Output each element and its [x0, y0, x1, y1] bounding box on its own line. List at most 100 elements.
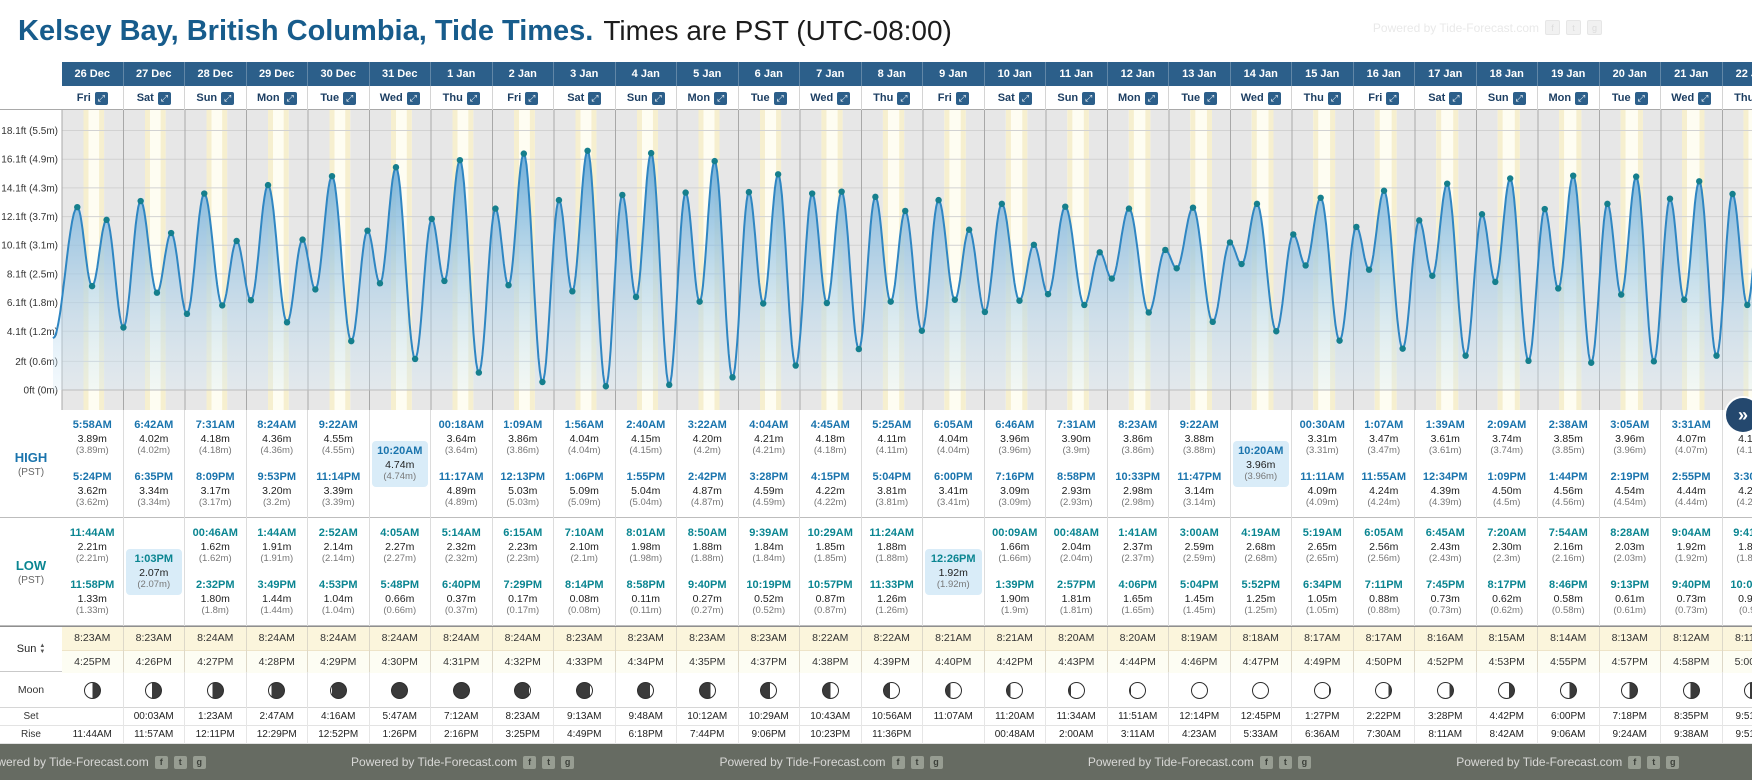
sun-cell: 8:24AM 4:31PM: [431, 627, 493, 673]
tide-time: 1:03PM: [134, 553, 174, 566]
tide-height-paren: (2.93m): [1059, 497, 1093, 509]
tide-height-paren: (4.5m): [1493, 497, 1521, 509]
expand-day-icon[interactable]: ⤢: [466, 91, 480, 105]
expand-day-icon[interactable]: ⤢: [1386, 91, 1400, 105]
expand-day-icon[interactable]: ⤢: [651, 91, 665, 105]
weekday-label: Thu: [1734, 92, 1752, 104]
sun-cell: 8:23AM 4:26PM: [123, 627, 185, 673]
expand-day-icon[interactable]: ⤢: [1698, 91, 1712, 105]
tide-event: 1:09AM 3.86m (3.86m): [493, 419, 554, 457]
tide-height-paren: (3.2m): [263, 497, 291, 509]
expand-day-icon[interactable]: ⤢: [283, 91, 297, 105]
facebook-icon[interactable]: f: [1545, 20, 1560, 35]
tide-height-paren: (4.87m): [690, 497, 724, 509]
tide-event: 1:56AM 4.04m (4.04m): [554, 419, 615, 457]
moon-cell: [1108, 672, 1169, 708]
google-icon[interactable]: g: [1666, 755, 1680, 769]
sunrise-time: 8:11AM: [1722, 627, 1752, 651]
facebook-icon[interactable]: f: [891, 755, 905, 769]
tide-height: 2.98m: [1123, 484, 1153, 497]
tide-time: 10:57PM: [807, 579, 853, 592]
moonset-time: 11:51AM: [1108, 708, 1169, 726]
weekday-label: Tue: [750, 92, 770, 104]
tide-height: 4.50m: [1492, 484, 1522, 497]
twitter-icon[interactable]: t: [173, 755, 187, 769]
tide-height: 3.96m: [1615, 432, 1645, 445]
tide-height-paren: (3.39m): [321, 497, 355, 509]
expand-day-icon[interactable]: ⤢: [837, 91, 851, 105]
tide-cell-high: 3:31AM 4.07m (4.07m) 2:55PM 4.44m (4.44m): [1661, 410, 1723, 518]
tide-height: 5.04m: [631, 484, 661, 497]
next-days-button[interactable]: »: [1724, 396, 1752, 434]
weekday-label: Wed: [379, 92, 403, 104]
sunset-time: 4:27PM: [185, 651, 246, 673]
expand-day-icon[interactable]: ⤢: [1082, 91, 1096, 105]
tide-height: 4.04m: [569, 432, 599, 445]
tide-time: 4:06PM: [1118, 579, 1158, 592]
tide-height-paren: (4.2m): [693, 445, 721, 457]
tide-time: 3:30PM: [1733, 471, 1752, 484]
expand-day-icon[interactable]: ⤢: [1204, 91, 1218, 105]
google-icon[interactable]: g: [1587, 20, 1602, 35]
moon-phase-icon: [1129, 681, 1147, 699]
tide-event: 8:01AM 1.98m (1.98m): [616, 527, 677, 565]
expand-day-icon[interactable]: ⤢: [1327, 91, 1341, 105]
expand-day-icon[interactable]: ⤢: [897, 91, 911, 105]
tide-time: 3:05AM: [1610, 419, 1650, 432]
facebook-icon[interactable]: f: [154, 755, 168, 769]
twitter-icon[interactable]: t: [1566, 20, 1581, 35]
expand-day-icon[interactable]: ⤢: [714, 91, 728, 105]
facebook-icon[interactable]: f: [1259, 755, 1273, 769]
expand-day-icon[interactable]: ⤢: [406, 91, 420, 105]
tide-height-paren: (2.16m): [1551, 553, 1585, 565]
google-icon[interactable]: g: [929, 755, 943, 769]
facebook-icon[interactable]: f: [523, 755, 537, 769]
tide-time: 8:09PM: [195, 471, 235, 484]
expand-day-icon[interactable]: ⤢: [1449, 91, 1463, 105]
expand-day-icon[interactable]: ⤢: [1267, 91, 1281, 105]
moonset-time: 2:22PM: [1354, 708, 1415, 726]
expand-day-icon[interactable]: ⤢: [343, 91, 357, 105]
weekday-gutter: [0, 86, 62, 109]
tide-height: 2.10m: [569, 540, 599, 553]
expand-day-icon[interactable]: ⤢: [1575, 91, 1589, 105]
moonrise-time: 00:48AM: [985, 726, 1046, 744]
tide-height-paren: (4.17m): [1736, 445, 1752, 457]
facebook-icon[interactable]: f: [1628, 755, 1642, 769]
google-icon[interactable]: g: [561, 755, 575, 769]
expand-day-icon[interactable]: ⤢: [525, 91, 539, 105]
moonset-time: 10:12AM: [677, 708, 739, 726]
twitter-icon[interactable]: t: [910, 755, 924, 769]
sun-cell: 8:22AM 4:38PM: [800, 627, 862, 673]
tide-cell-high: 1:56AM 4.04m (4.04m) 1:06PM 5.09m (5.09m): [554, 410, 616, 518]
tide-event: 5:25AM 4.11m (4.11m): [862, 419, 923, 457]
moonset-time: 12:14PM: [1169, 708, 1231, 726]
tide-height: 3.61m: [1430, 432, 1460, 445]
high-label: HIGH: [14, 449, 48, 465]
moon-cell: [1661, 672, 1723, 708]
moonset-time: 9:48AM: [616, 708, 677, 726]
google-icon[interactable]: g: [192, 755, 206, 769]
expand-day-icon[interactable]: ⤢: [221, 91, 235, 105]
expand-day-icon[interactable]: ⤢: [1144, 91, 1158, 105]
tide-height-paren: (4.74m): [383, 471, 417, 483]
expand-day-icon[interactable]: ⤢: [1634, 91, 1648, 105]
tide-cell-low: 00:48AM 2.04m (2.04m) 2:57PM 1.81m (1.81m): [1046, 518, 1108, 626]
twitter-icon[interactable]: t: [542, 755, 556, 769]
expand-day-icon[interactable]: ⤢: [588, 91, 602, 105]
tide-height: 4.09m: [1307, 484, 1337, 497]
moonset-time: 1:23AM: [185, 708, 247, 726]
expand-day-icon[interactable]: ⤢: [955, 91, 969, 105]
twitter-icon[interactable]: t: [1278, 755, 1292, 769]
moon-cell: [1723, 672, 1752, 708]
tide-time: 1:39AM: [1425, 419, 1465, 432]
expand-day-icon[interactable]: ⤢: [157, 91, 171, 105]
expand-day-icon[interactable]: ⤢: [1512, 91, 1526, 105]
expand-day-icon[interactable]: ⤢: [94, 91, 108, 105]
google-icon[interactable]: g: [1297, 755, 1311, 769]
expand-day-icon[interactable]: ⤢: [1018, 91, 1032, 105]
twitter-icon[interactable]: t: [1647, 755, 1661, 769]
tide-event: 4:06PM 1.65m (1.65m): [1108, 579, 1169, 617]
expand-day-icon[interactable]: ⤢: [773, 91, 787, 105]
tide-time: 2:42PM: [687, 471, 727, 484]
